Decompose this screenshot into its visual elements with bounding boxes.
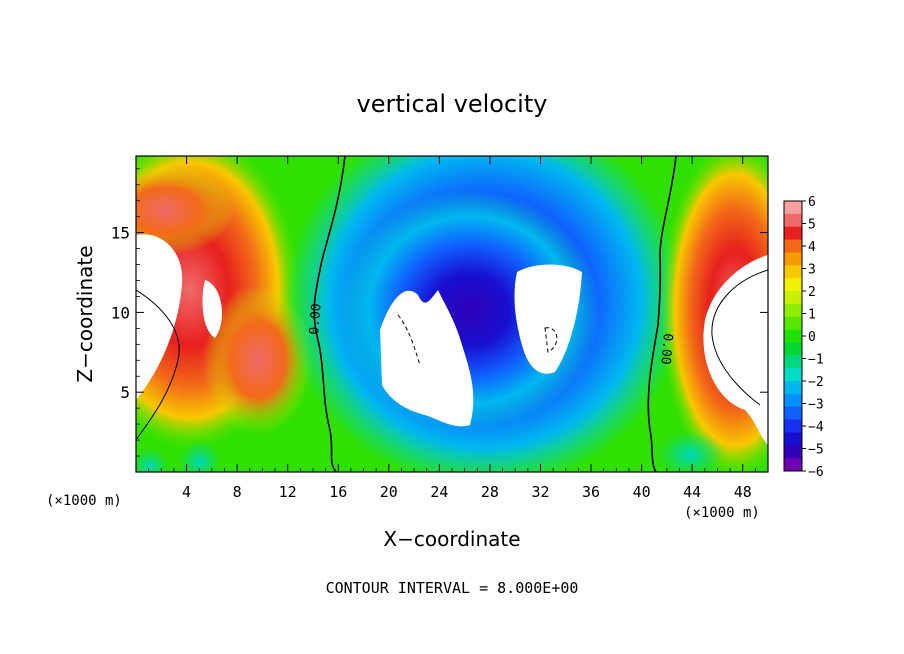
central-dashed-contour [397, 314, 558, 366]
colorbar-swatch [784, 226, 802, 241]
x-tick-label-10: 44 [683, 483, 701, 501]
colorbar-tick-label: 0 [808, 330, 816, 345]
colorbar-tick-label: −4 [808, 420, 824, 435]
central-white-core-left [380, 290, 474, 427]
low-cyan-patch-mid [178, 440, 222, 472]
y-tick-label-0: 5 [120, 383, 130, 402]
x-tick-label-4: 20 [380, 483, 398, 501]
x-axis-label: X−coordinate [383, 527, 520, 551]
colorbar-swatch [784, 445, 802, 459]
colorbar-swatch [784, 265, 802, 279]
colorbar-tick-label: 4 [808, 240, 816, 255]
colorbar-swatch [784, 239, 802, 253]
x-tick-label-6: 28 [481, 483, 499, 501]
colorbar-swatch [784, 406, 802, 421]
plot-area: 0.00 0.00 [136, 156, 768, 472]
colorbar-swatch [784, 419, 802, 433]
colorbar-swatch [784, 458, 802, 472]
y-axis-label: Z−coordinate [73, 245, 97, 382]
colorbar-swatch [784, 432, 802, 446]
left-core-white [136, 234, 183, 400]
colorbar-tick-label: −1 [808, 353, 824, 368]
colorbar-tick-label: −5 [808, 443, 824, 458]
y-tick-label-1: 10 [111, 303, 130, 322]
right-core-white [703, 255, 768, 445]
colorbar-swatch [784, 252, 802, 266]
x-tick-label-0: 4 [182, 483, 191, 501]
x-tick-label-3: 16 [329, 483, 347, 501]
colorbar-swatch [784, 381, 802, 395]
chart-title: vertical velocity [357, 90, 548, 118]
left-upper-band [136, 165, 235, 255]
colorbar-tick-label: 2 [808, 285, 816, 300]
colorbar-tick-label: −2 [808, 375, 824, 390]
colorbar-swatch [784, 342, 802, 356]
colorbar-swatch [784, 303, 802, 318]
zero-contour-label-left: 0.00 [307, 303, 325, 336]
left-contour-line [136, 289, 180, 441]
x-tick-label-1: 8 [233, 483, 242, 501]
x-tick-label-11: 48 [734, 483, 752, 501]
zero-contour-right [647, 156, 677, 472]
x-tick-label-2: 12 [279, 483, 297, 501]
x-tick-label-7: 32 [531, 483, 549, 501]
left-core-white-2 [202, 280, 223, 338]
x-axis-ticks: 4 8 12 16 20 24 28 32 36 40 44 48 [148, 156, 756, 501]
colorbar-swatch [784, 291, 802, 305]
colorbar-swatch [784, 355, 802, 369]
colorbar-tick-label: 1 [808, 308, 816, 323]
central-white-core-right [514, 264, 582, 374]
right-contour-line [711, 269, 768, 406]
zero-contour-left [313, 156, 346, 472]
x-tick-label-5: 24 [430, 483, 448, 501]
left-updraft-lobe [203, 285, 313, 435]
x-tick-label-8: 36 [582, 483, 600, 501]
colorbar-tick-label: −6 [808, 465, 824, 480]
x-tick-label-9: 40 [633, 483, 651, 501]
colorbar-swatch [784, 329, 802, 343]
colorbar-swatch [784, 393, 802, 408]
colorbar-tick-label: −3 [808, 398, 824, 413]
footer-note: CONTOUR INTERVAL = 8.000E+00 [326, 579, 579, 597]
y-axis-ticks: 5 10 15 [111, 168, 768, 457]
colorbar-swatch [784, 368, 802, 382]
colorbar-tick-label: 5 [808, 218, 816, 233]
colorbar-swatch [784, 316, 802, 331]
colorbar-tick-label: 6 [808, 195, 816, 210]
colorbar-swatch [784, 213, 802, 228]
z-unit-label: (×1000 m) [46, 493, 122, 509]
colorbar-tick-label: 3 [808, 263, 816, 278]
low-cyan-patch-left [136, 448, 170, 472]
x-unit-label: (×1000 m) [684, 505, 760, 521]
y-tick-label-2: 15 [111, 224, 130, 243]
colorbar-swatch [784, 278, 802, 292]
low-cyan-patch-right [655, 430, 725, 472]
colorbar: 6 5 4 3 2 1 0 −1 −2 −3 −4 −5 −6 [783, 195, 824, 480]
colorbar-swatch [784, 201, 802, 215]
zero-contour-label-right: 0.00 [657, 333, 675, 366]
